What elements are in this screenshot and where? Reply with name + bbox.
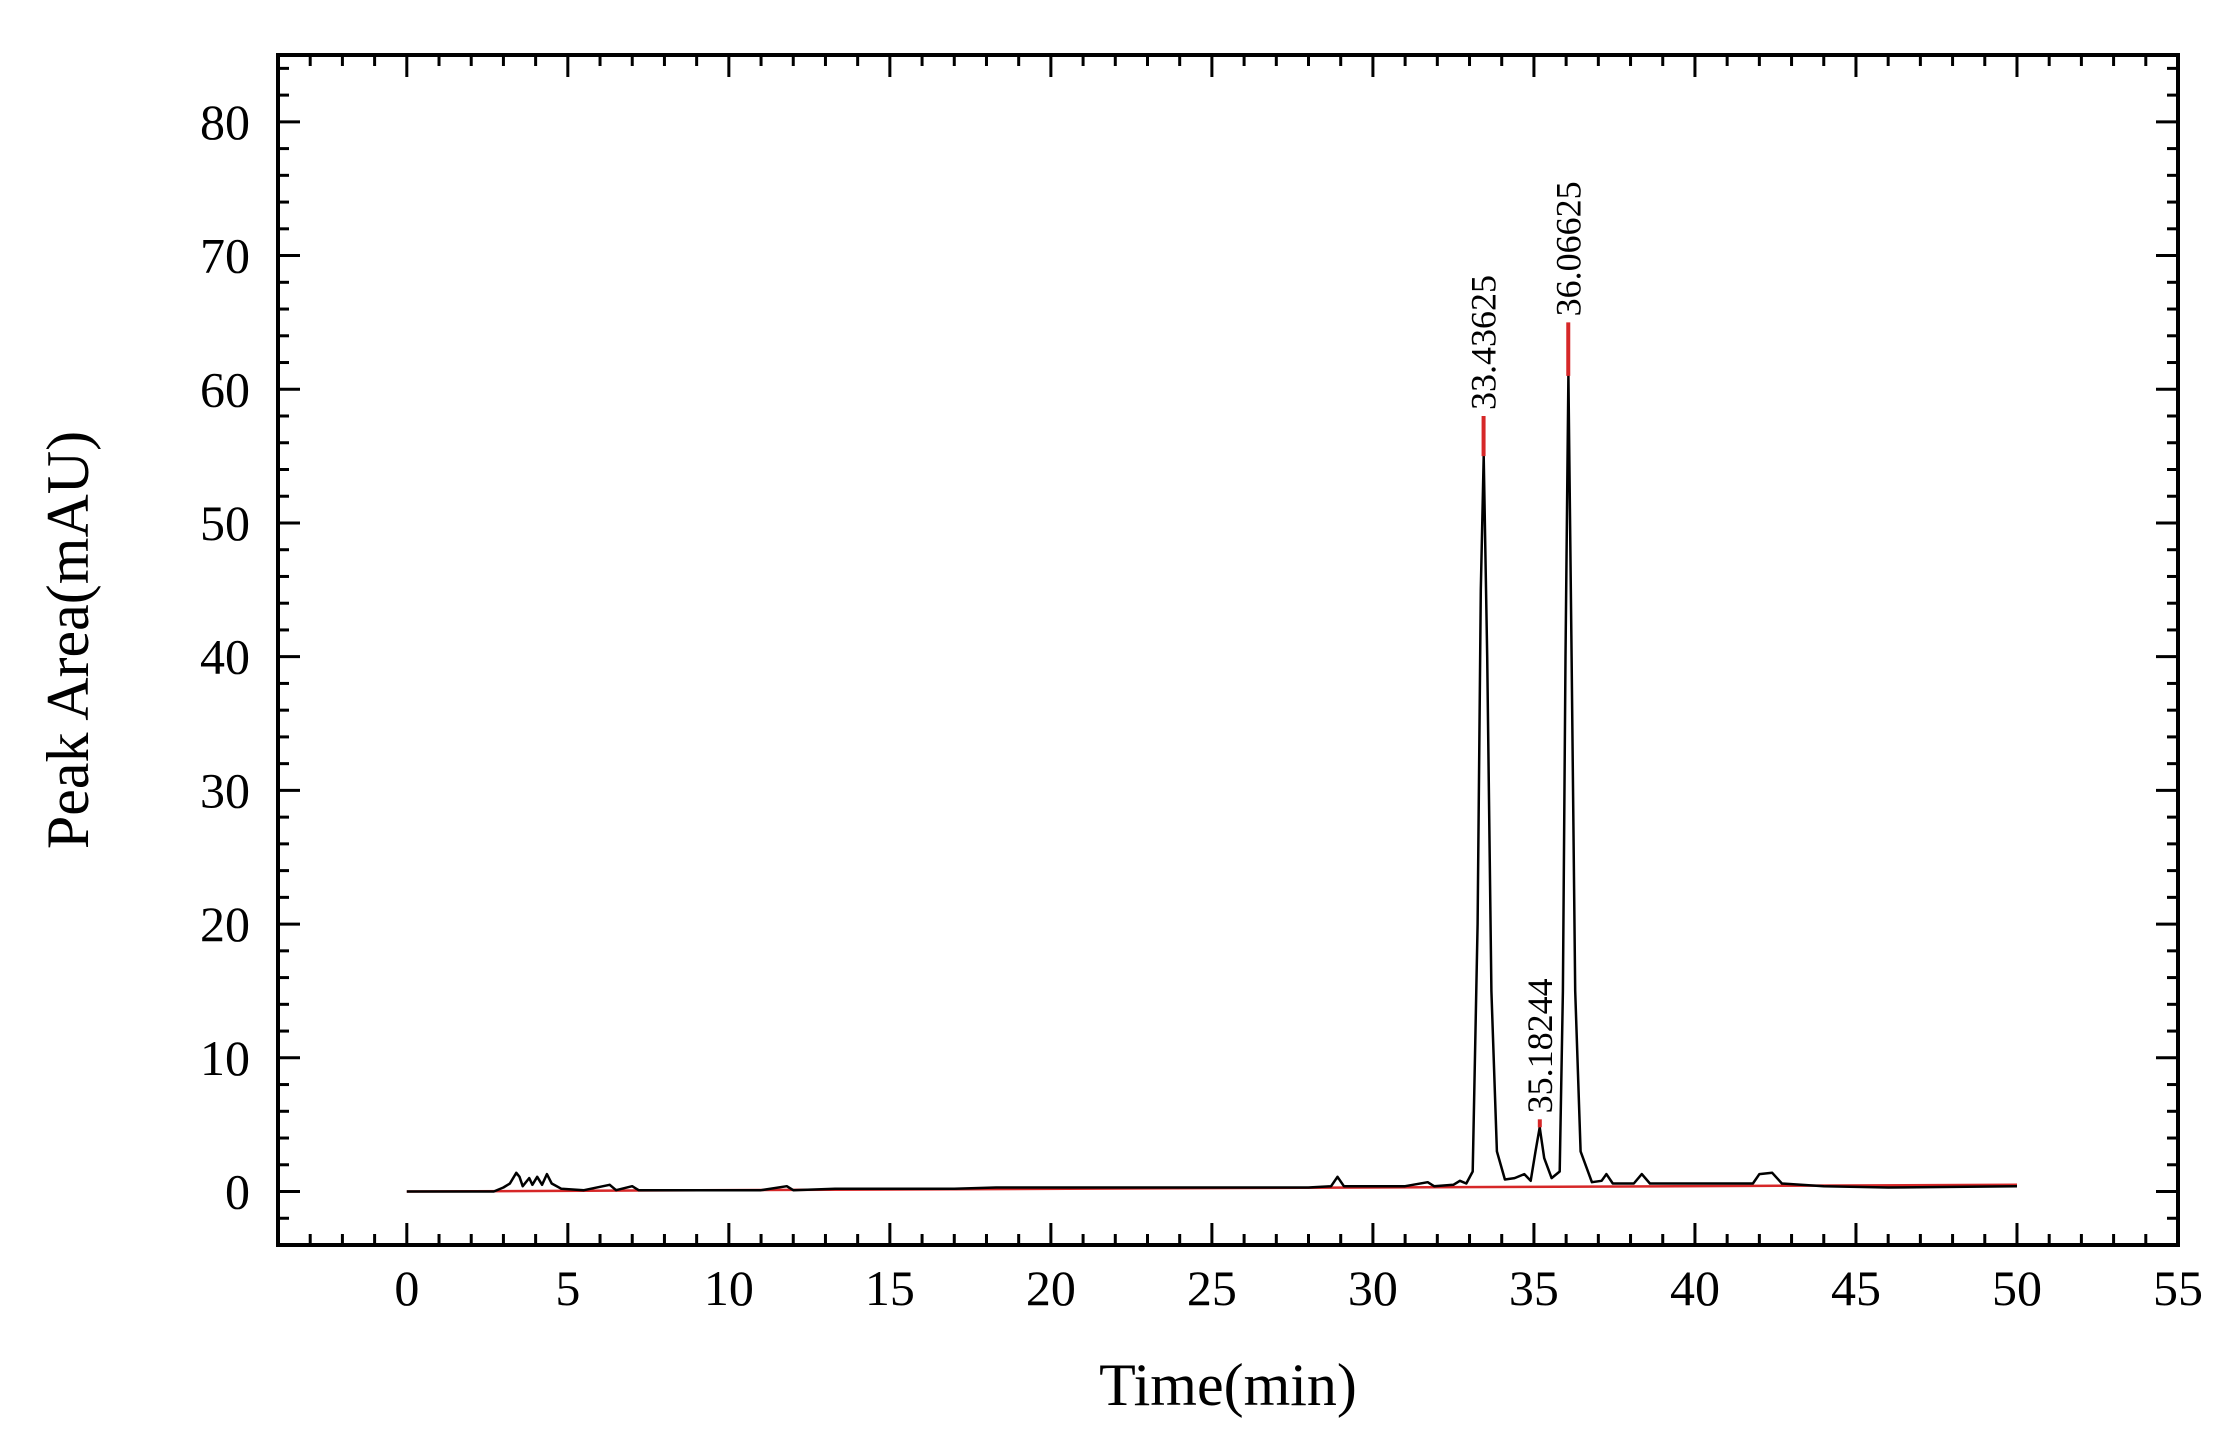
x-tick-label: 40 [1670, 1260, 1720, 1316]
y-tick-label: 20 [200, 896, 250, 952]
series-layer [407, 376, 2017, 1192]
x-tick-label: 45 [1831, 1260, 1881, 1316]
y-tick-label: 0 [225, 1164, 250, 1220]
y-tick-label: 80 [200, 94, 250, 150]
x-tick-label: 5 [555, 1260, 580, 1316]
chromatogram-line [407, 376, 2017, 1192]
x-tick-label: 10 [704, 1260, 754, 1316]
y-tick-label: 70 [200, 228, 250, 284]
y-tick-label: 10 [200, 1030, 250, 1086]
peak-label: 35.18244 [1520, 978, 1560, 1113]
x-tick-label: 30 [1348, 1260, 1398, 1316]
x-tick-label: 25 [1187, 1260, 1237, 1316]
x-tick-label: 55 [2153, 1260, 2203, 1316]
x-tick-label: 15 [865, 1260, 915, 1316]
x-axis-title: Time(min) [1099, 1352, 1357, 1418]
axis-tick-labels: 0 5 10 15 20 25 30 35 40 45 50 55 0 10 20 30 40 50 60 70 80 [200, 94, 2203, 1316]
x-tick-label: 20 [1026, 1260, 1076, 1316]
peak-label: 36.06625 [1548, 181, 1588, 316]
y-tick-label: 40 [200, 629, 250, 685]
y-axis-title: Peak Area(mAU) [35, 431, 101, 849]
x-tick-label: 50 [1992, 1260, 2042, 1316]
x-tick-label: 0 [394, 1260, 419, 1316]
y-tick-label: 60 [200, 361, 250, 417]
x-tick-label: 35 [1509, 1260, 1559, 1316]
y-tick-label: 50 [200, 495, 250, 551]
peak-label: 33.43625 [1464, 275, 1504, 410]
peak-labels: 33.43625 35.18244 36.06625 [1464, 181, 1589, 1127]
y-tick-label: 30 [200, 762, 250, 818]
axis-ticks [278, 55, 2178, 1245]
plot-frame [278, 55, 2178, 1245]
